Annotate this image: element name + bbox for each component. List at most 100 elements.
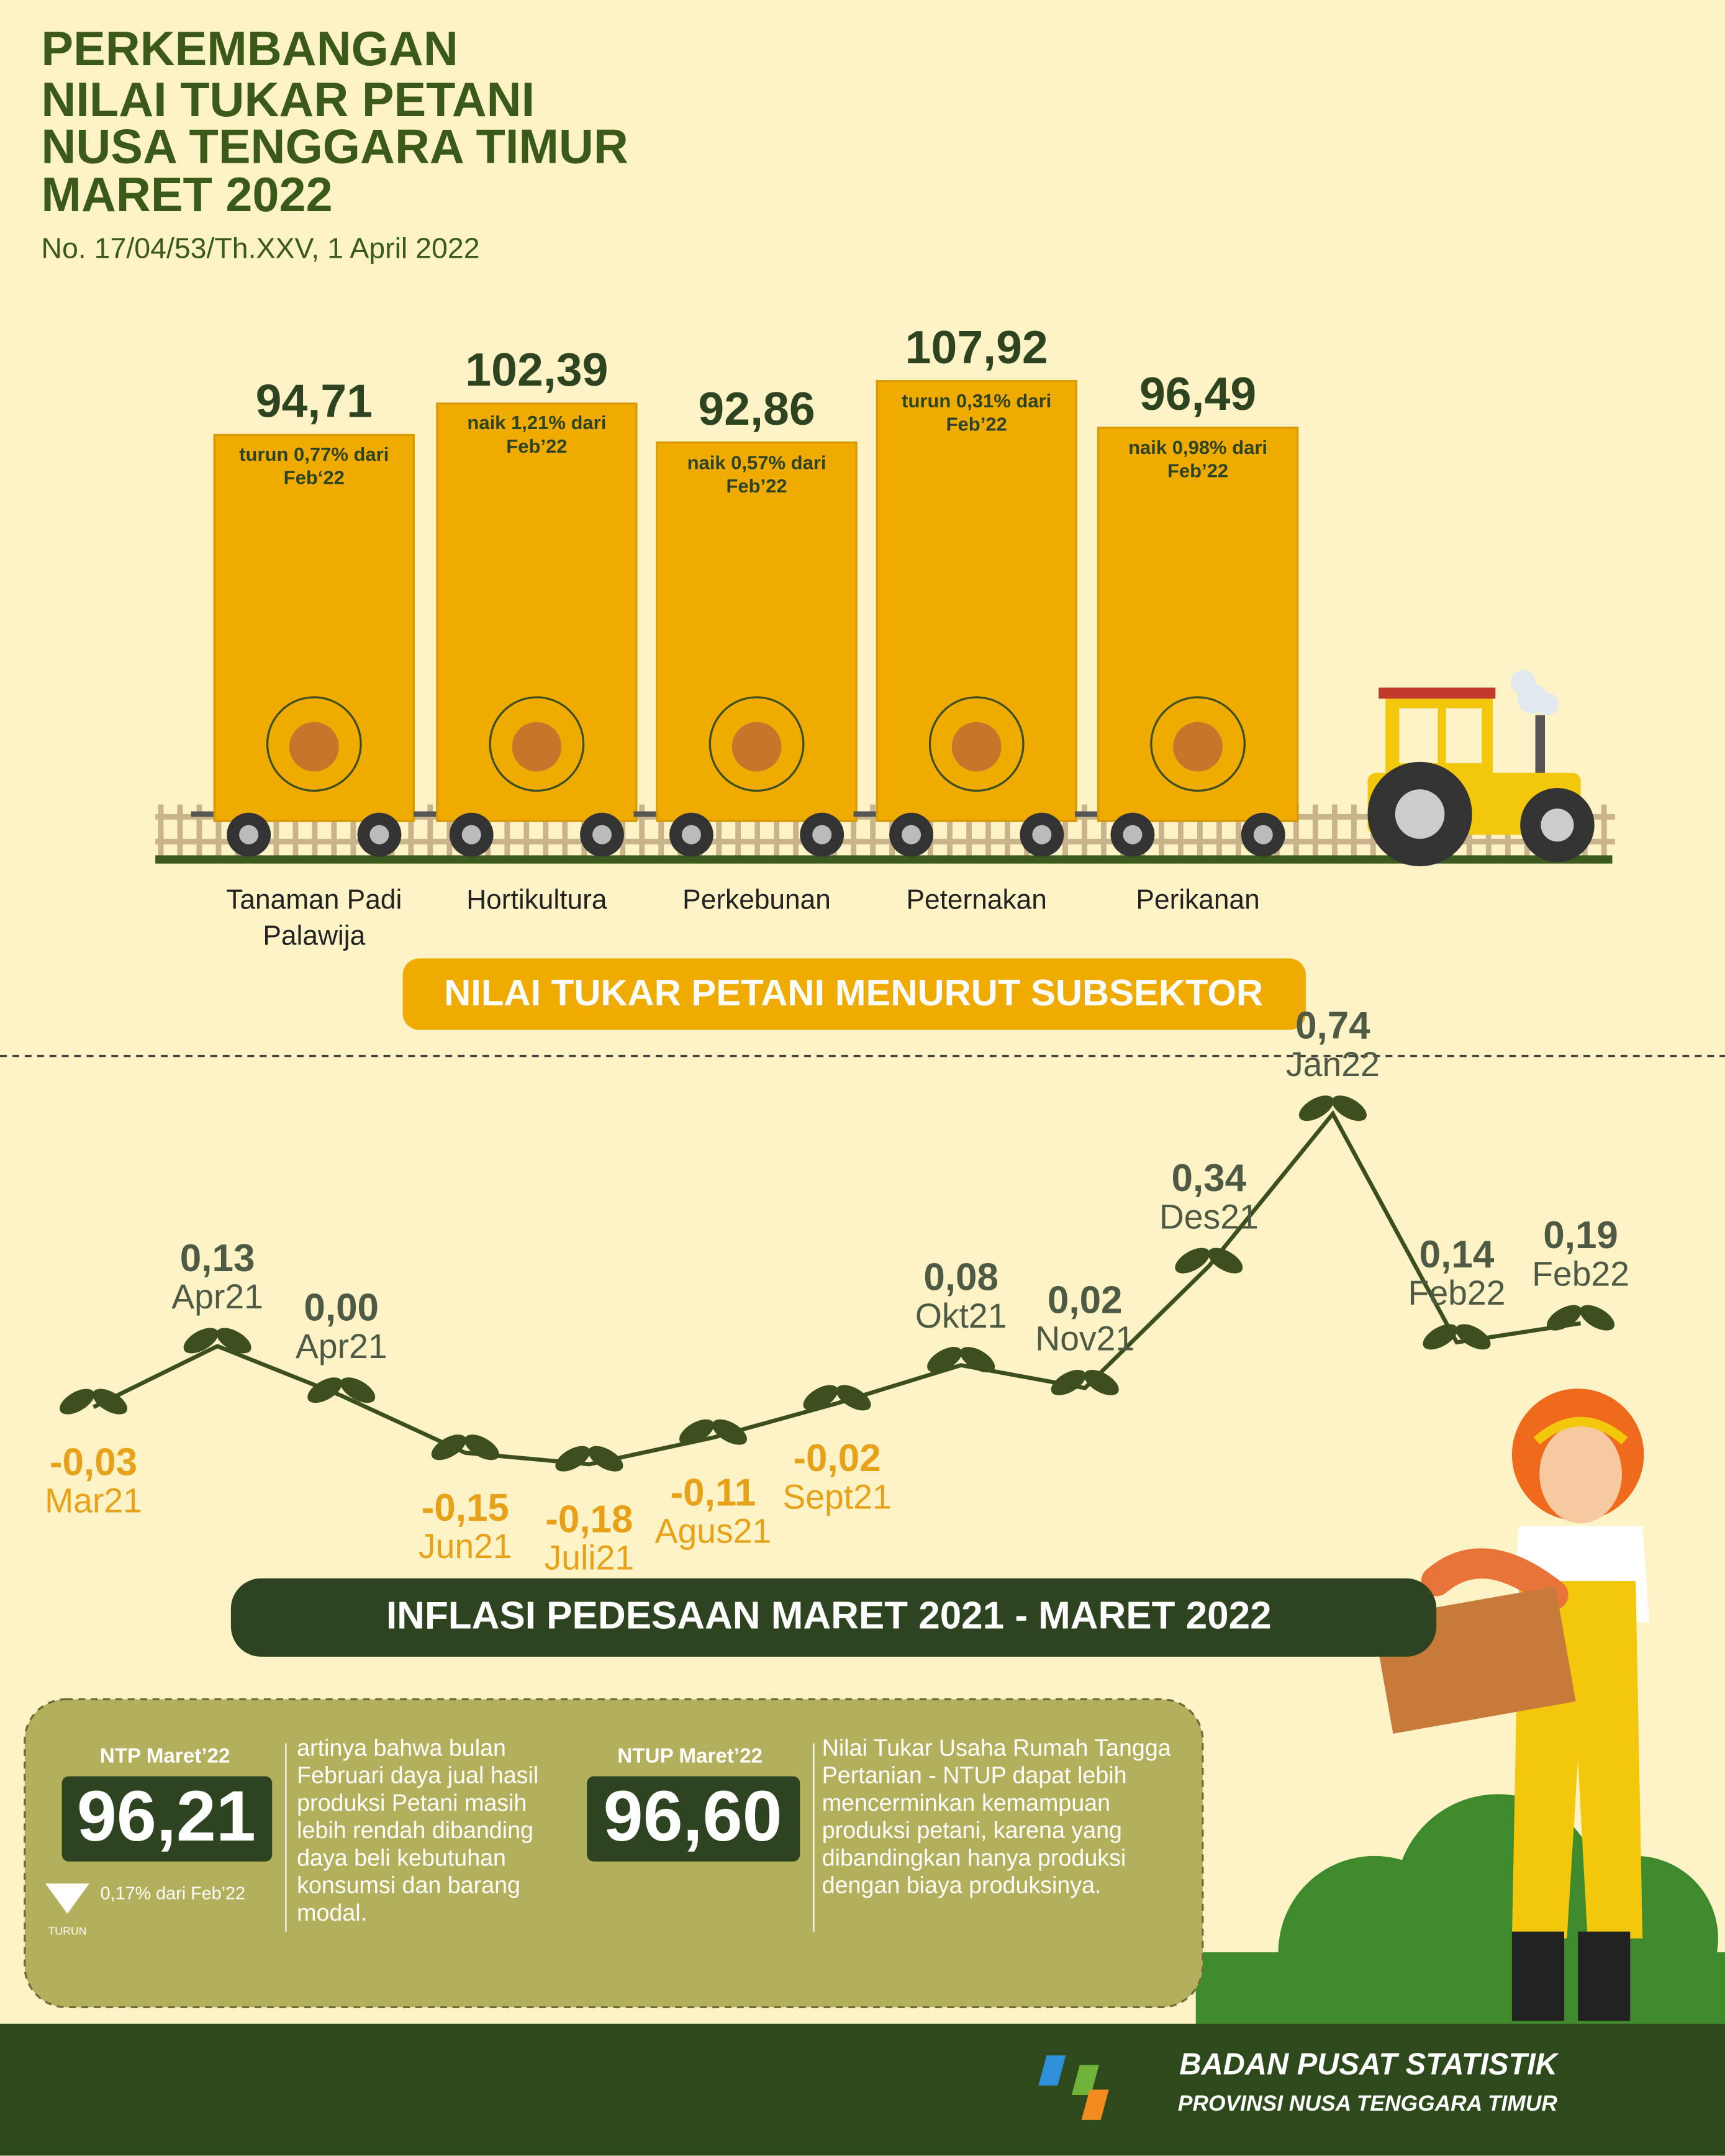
value-label: 0,13	[180, 1237, 255, 1280]
leaf	[464, 1434, 499, 1461]
x-tick-label: Perikanan	[1136, 886, 1260, 916]
fence-post	[716, 804, 722, 857]
x-tick-label: Agus21	[655, 1512, 772, 1551]
leaf	[803, 1385, 838, 1411]
hub	[592, 825, 612, 845]
leaf	[1208, 1248, 1243, 1274]
value-label: -0,15	[422, 1487, 509, 1529]
x-tick-label: Peternakan	[906, 886, 1047, 916]
fence-post	[446, 804, 453, 857]
icon	[289, 722, 339, 772]
window	[1446, 708, 1482, 764]
value-label: -0,11	[671, 1471, 756, 1514]
value-label: -0,03	[50, 1441, 137, 1483]
value-label: 0,08	[923, 1256, 998, 1299]
value-label: 0,14	[1419, 1233, 1495, 1276]
logo-part	[1071, 2065, 1099, 2096]
fence-post	[1005, 804, 1010, 857]
fence-post	[966, 804, 972, 857]
bar-chart: 94,71 turun 0,77% dari Feb‘22 Tanaman Padi…	[191, 321, 1299, 951]
logo-part	[1038, 2055, 1066, 2086]
roof	[1379, 687, 1496, 699]
fence-post	[639, 804, 645, 857]
banner	[230, 1578, 1437, 1657]
hub	[461, 825, 481, 845]
window	[1399, 708, 1438, 764]
footer-region: PROVINSI NUSA TENGGARA TIMUR	[1178, 2091, 1558, 2116]
hub	[239, 825, 259, 845]
hub	[812, 825, 832, 845]
leaf-marker	[555, 1446, 623, 1472]
fence-post	[1293, 804, 1299, 857]
fence-post	[1197, 804, 1203, 857]
x-tick-label: Perkebunan	[682, 886, 831, 916]
leaf-marker	[1051, 1369, 1119, 1395]
x-tick-label: Hortikultura	[466, 886, 607, 916]
hub	[681, 825, 701, 845]
bar-annotation-box: naik 1,21% dari Feb’22	[467, 412, 606, 457]
icon-circle	[266, 696, 362, 792]
bar-annotation: naik 0,57% dari Feb’22	[687, 450, 826, 496]
fence-post	[523, 804, 530, 857]
leaf	[1175, 1248, 1210, 1274]
hitch	[191, 811, 215, 817]
leaf	[183, 1328, 219, 1354]
leaf	[1456, 1324, 1491, 1350]
leaf-marker	[183, 1328, 251, 1354]
leaf-marker	[1298, 1095, 1367, 1121]
leaf-marker	[431, 1434, 499, 1461]
value-label: 107,92	[905, 321, 1048, 373]
fence-post	[774, 804, 780, 857]
hub	[1032, 825, 1052, 845]
x-tick-label: Apr21	[171, 1277, 263, 1316]
title-line: NILAI TUKAR PETANI	[41, 73, 535, 127]
fence-post	[504, 804, 510, 857]
leaf-marker	[1175, 1248, 1243, 1274]
down-arrow	[45, 1883, 89, 1914]
bar-annotation: naik 0,98% dari Feb’22	[1128, 436, 1268, 482]
x-tick-label: Jan22	[1286, 1045, 1380, 1084]
x-tick-label: Feb22	[1532, 1254, 1629, 1293]
fence-post	[292, 804, 299, 857]
ntp-change: 0,17% dari Feb’22	[101, 1883, 245, 1903]
x-tick-label-box: Peternakan	[906, 886, 1047, 916]
leaf-marker	[679, 1419, 747, 1445]
x-tick-label: Okt21	[915, 1297, 1007, 1335]
bar-annotation-box: naik 0,57% dari Feb’22	[687, 450, 826, 496]
fence-post	[851, 804, 857, 857]
hitch	[1074, 811, 1098, 817]
hitch	[414, 811, 437, 817]
x-tick-label: Juli21	[545, 1539, 635, 1577]
fence-post	[1216, 804, 1222, 857]
x-tick-label-box: Tanaman Padi Palawija	[226, 886, 402, 951]
hitch	[633, 811, 658, 817]
fence-post	[331, 804, 337, 857]
value-label: 102,39	[465, 343, 608, 396]
leaf	[1084, 1369, 1119, 1395]
boot	[1578, 1931, 1631, 2021]
hitch	[853, 811, 877, 817]
leaf	[1580, 1305, 1615, 1331]
fence-post	[793, 804, 799, 857]
x-tick-label-box: Perkebunan	[682, 886, 831, 916]
bar-annotation-box: turun 0,31% dari Feb’22	[902, 389, 1051, 435]
icon	[512, 722, 562, 772]
value-label: 92,86	[698, 383, 815, 435]
leaf-marker	[927, 1347, 995, 1373]
fence-post	[1159, 804, 1164, 857]
ntp-text-box: artinya bahwa bulan Februari daya jual h…	[297, 1735, 538, 1926]
value-label: 0,02	[1048, 1279, 1123, 1321]
leaf	[216, 1328, 251, 1354]
leaf	[340, 1377, 376, 1403]
fence-post	[947, 804, 953, 857]
x-tick-label: Feb22	[1408, 1274, 1506, 1312]
x-tick-label-box: Hortikultura	[466, 886, 607, 916]
icon-circle	[928, 696, 1025, 792]
ntp-value: 96,21	[77, 1777, 256, 1856]
hub	[1541, 808, 1574, 842]
icon-circle	[489, 696, 585, 792]
fence-rail	[155, 838, 1615, 845]
